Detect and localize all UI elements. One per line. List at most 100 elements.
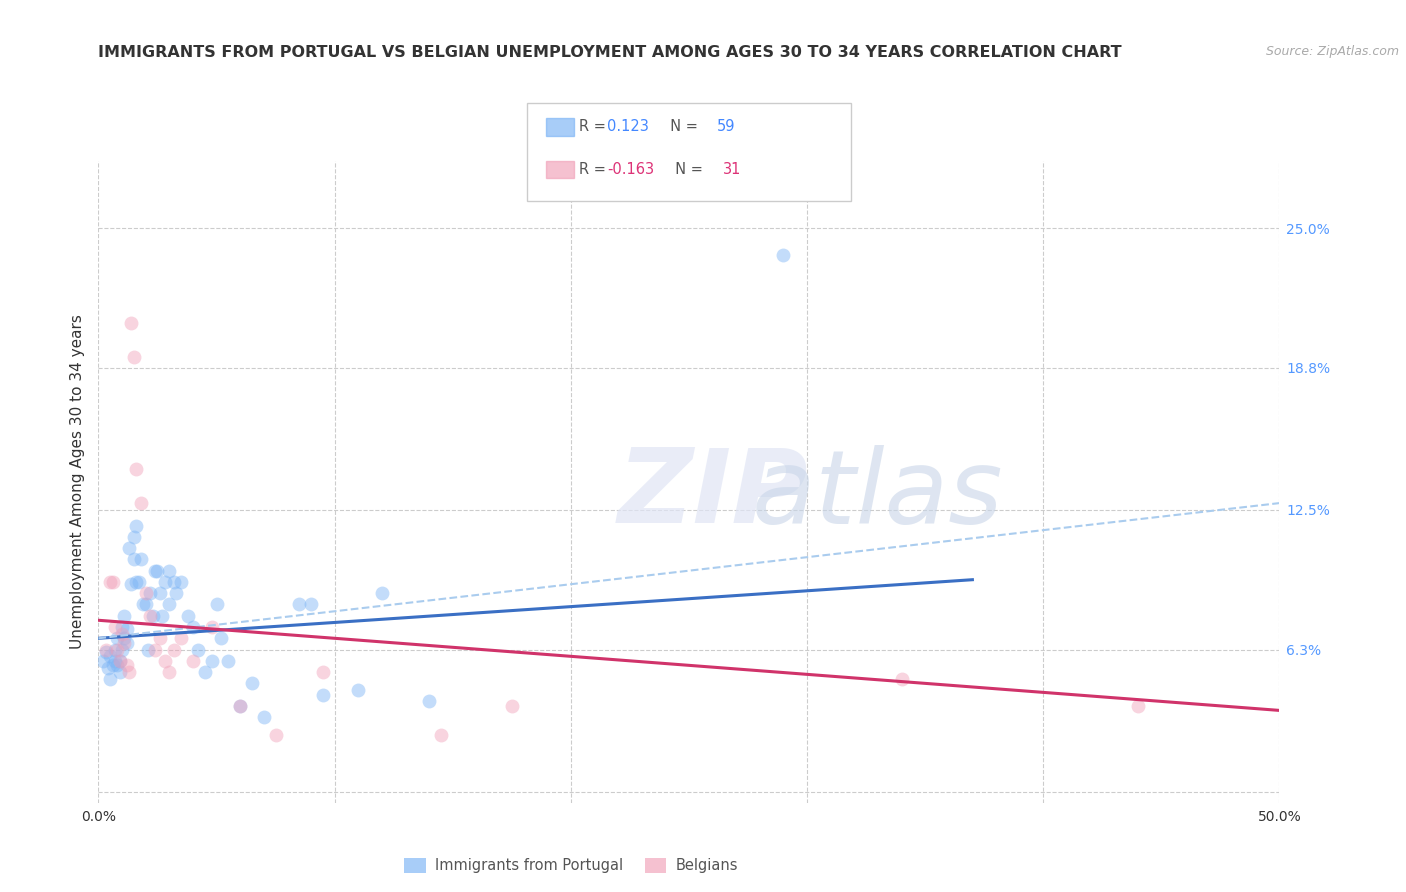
Text: atlas: atlas	[752, 444, 1004, 544]
Point	[163, 642, 186, 657]
Text: N =: N =	[661, 120, 703, 134]
Point	[129, 552, 152, 566]
Point	[150, 608, 173, 623]
Point	[201, 620, 224, 634]
Point	[125, 518, 148, 533]
Point	[91, 654, 114, 668]
Point	[104, 654, 127, 668]
Point	[111, 620, 134, 634]
Point	[418, 694, 440, 708]
Point	[181, 654, 204, 668]
Point	[105, 642, 128, 657]
Point	[371, 586, 394, 600]
Point	[136, 642, 159, 657]
Legend: Immigrants from Portugal, Belgians: Immigrants from Portugal, Belgians	[398, 852, 744, 879]
Point	[132, 598, 155, 612]
Point	[101, 658, 124, 673]
Point	[299, 598, 322, 612]
Point	[94, 645, 117, 659]
Point	[139, 608, 162, 623]
Text: R =: R =	[579, 120, 610, 134]
Point	[501, 698, 523, 713]
Point	[122, 552, 145, 566]
Point	[128, 574, 150, 589]
Point	[111, 627, 134, 641]
Point	[115, 658, 138, 673]
Point	[98, 574, 121, 589]
Point	[312, 665, 335, 679]
Point	[105, 658, 128, 673]
Point	[94, 642, 117, 657]
Text: R =: R =	[579, 162, 610, 177]
Text: 59: 59	[717, 120, 735, 134]
Point	[157, 564, 180, 578]
Point	[108, 665, 131, 679]
Point	[135, 598, 157, 612]
Text: IMMIGRANTS FROM PORTUGAL VS BELGIAN UNEMPLOYMENT AMONG AGES 30 TO 34 YEARS CORRE: IMMIGRANTS FROM PORTUGAL VS BELGIAN UNEM…	[98, 45, 1122, 60]
Point	[153, 654, 176, 668]
Point	[118, 541, 141, 556]
Point	[253, 710, 276, 724]
Point	[229, 698, 252, 713]
Point	[170, 574, 193, 589]
Point	[104, 642, 127, 657]
Point	[146, 564, 169, 578]
Point	[101, 574, 124, 589]
Point	[217, 654, 239, 668]
Point	[181, 620, 204, 634]
Point	[121, 577, 143, 591]
Point	[143, 642, 166, 657]
Point	[104, 620, 127, 634]
Point	[205, 598, 228, 612]
Point	[98, 672, 121, 686]
Point	[153, 574, 176, 589]
Point	[772, 248, 794, 262]
Point	[125, 574, 148, 589]
Point	[312, 688, 335, 702]
Point	[194, 665, 217, 679]
Point	[112, 636, 135, 650]
Point	[129, 496, 152, 510]
Point	[135, 586, 157, 600]
Point	[163, 574, 186, 589]
Point	[98, 649, 121, 664]
Point	[165, 586, 187, 600]
Point	[122, 530, 145, 544]
Text: N =: N =	[666, 162, 709, 177]
Point	[264, 728, 287, 742]
Point	[139, 586, 162, 600]
Point	[142, 608, 165, 623]
Point	[209, 632, 232, 646]
Text: Source: ZipAtlas.com: Source: ZipAtlas.com	[1265, 45, 1399, 58]
Point	[122, 350, 145, 364]
Point	[890, 672, 912, 686]
Point	[111, 642, 134, 657]
Point	[170, 632, 193, 646]
Point	[112, 608, 135, 623]
Point	[157, 598, 180, 612]
Point	[288, 598, 311, 612]
Point	[229, 698, 252, 713]
Point	[143, 564, 166, 578]
Point	[112, 632, 135, 646]
Point	[177, 608, 200, 623]
Point	[108, 654, 131, 668]
Point	[430, 728, 453, 742]
Point	[115, 636, 138, 650]
Point	[125, 462, 148, 476]
Text: 0.123: 0.123	[607, 120, 650, 134]
Point	[201, 654, 224, 668]
Point	[149, 632, 172, 646]
Point	[121, 316, 143, 330]
Point	[187, 642, 209, 657]
Point	[149, 586, 172, 600]
Text: ZIP: ZIP	[617, 444, 808, 545]
Point	[115, 622, 138, 636]
Point	[240, 676, 263, 690]
Point	[157, 665, 180, 679]
Point	[108, 654, 131, 668]
Text: 31: 31	[723, 162, 741, 177]
Point	[105, 632, 128, 646]
Y-axis label: Unemployment Among Ages 30 to 34 years: Unemployment Among Ages 30 to 34 years	[69, 314, 84, 649]
Point	[1126, 698, 1149, 713]
